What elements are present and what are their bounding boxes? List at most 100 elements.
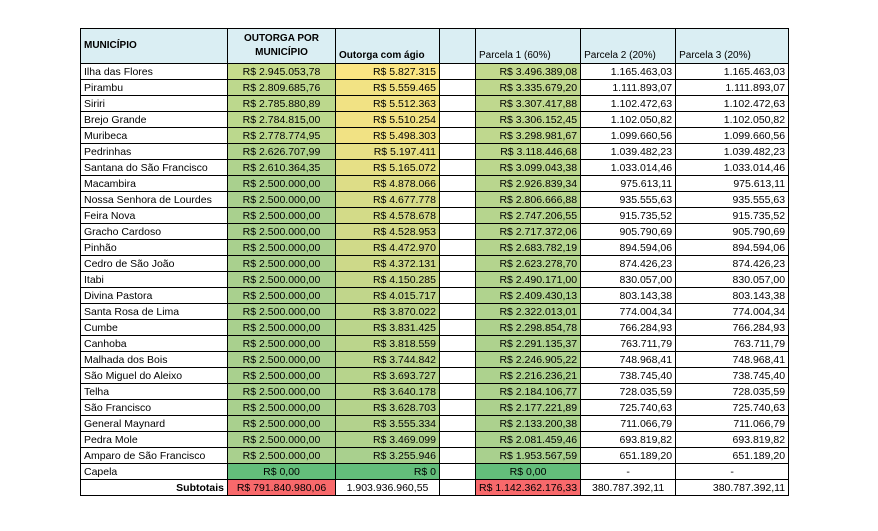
cell: 1.033.014,46: [675, 159, 790, 176]
cell: 830.057,00: [580, 271, 677, 288]
cell: R$ 5.197.411: [335, 143, 440, 160]
header-cell: MUNICÍPIO: [80, 28, 228, 64]
cell: Capela: [80, 463, 228, 480]
header-row: MUNICÍPIO OUTORGA POR MUNICÍPIO Outorga …: [80, 28, 790, 64]
cell: R$ 2.500.000,00: [227, 431, 336, 448]
cell: [439, 191, 476, 208]
cell: Macambira: [80, 175, 228, 192]
cell: R$ 5.512.363: [335, 95, 440, 112]
cell: [439, 79, 476, 96]
cell: Nossa Senhora de Lourdes: [80, 191, 228, 208]
cell: R$ 2.500.000,00: [227, 223, 336, 240]
cell: R$ 2.809.685,76: [227, 79, 336, 96]
cell: R$ 2.500.000,00: [227, 239, 336, 256]
cell: 1.039.482,23: [675, 143, 790, 160]
cell: 1.102.050,82: [580, 111, 677, 128]
cell: R$ 3.335.679,20: [474, 79, 582, 96]
cell: [439, 367, 476, 384]
cell: [439, 207, 476, 224]
data-row: Telha R$ 2.500.000,00 R$ 3.640.178 R$ 2.184…: [80, 383, 790, 400]
cell: R$ 2.298.854,78: [474, 319, 582, 336]
subtotal-row: Subtotais R$ 791.840.980,06 1.903.936.960,…: [80, 479, 790, 496]
cell: [439, 95, 476, 112]
cell: Itabi: [80, 271, 228, 288]
cell: 748.968,41: [675, 351, 790, 368]
cell: R$ 2.784.815,00: [227, 111, 336, 128]
cell: R$ 3.818.559: [335, 335, 440, 352]
cell: [439, 175, 476, 192]
data-row: Gracho Cardoso R$ 2.500.000,00 R$ 4.528.95…: [80, 223, 790, 240]
cell: R$ 3.640.178: [335, 383, 440, 400]
cell: Muribeca: [80, 127, 228, 144]
cell: 1.165.463,03: [580, 63, 677, 80]
cell: 738.745,40: [580, 367, 677, 384]
cell: [439, 127, 476, 144]
cell: R$ 2.747.206,55: [474, 207, 582, 224]
cell: 711.066,79: [580, 415, 677, 432]
cell: 380.787.392,11: [675, 479, 790, 496]
cell: R$ 2.500.000,00: [227, 319, 336, 336]
data-row: General Maynard R$ 2.500.000,00 R$ 3.555.3…: [80, 415, 790, 432]
cell: 803.143,38: [580, 287, 677, 304]
cell: 766.284,93: [580, 319, 677, 336]
cell: 728.035,59: [580, 383, 677, 400]
cell: R$ 2.490.171,00: [474, 271, 582, 288]
cell: R$ 2.683.782,19: [474, 239, 582, 256]
cell: Divina Pastora: [80, 287, 228, 304]
cell: R$ 3.555.334: [335, 415, 440, 432]
cell: 935.555,63: [580, 191, 677, 208]
cell: R$ 2.626.707,99: [227, 143, 336, 160]
cell: 1.111.893,07: [580, 79, 677, 96]
cell: 774.004,34: [675, 303, 790, 320]
cell: R$ 2.945.053,78: [227, 63, 336, 80]
cell: 1.102.472,63: [580, 95, 677, 112]
cell: General Maynard: [80, 415, 228, 432]
cell: 766.284,93: [675, 319, 790, 336]
cell: 763.711,79: [580, 335, 677, 352]
cell: R$ 2.610.364,35: [227, 159, 336, 176]
cell: [439, 303, 476, 320]
cell: R$ 2.500.000,00: [227, 447, 336, 464]
data-row: Itabi R$ 2.500.000,00 R$ 4.150.285 R$ 2.490…: [80, 271, 790, 288]
cell: Santana do São Francisco: [80, 159, 228, 176]
cell: [439, 287, 476, 304]
cell: 874.426,23: [580, 255, 677, 272]
cell: R$ 3.496.389,08: [474, 63, 582, 80]
cell: R$ 2.409.430,13: [474, 287, 582, 304]
cell: R$ 2.184.106,77: [474, 383, 582, 400]
cell: [439, 255, 476, 272]
cell: R$ 2.623.278,70: [474, 255, 582, 272]
cell: R$ 2.500.000,00: [227, 335, 336, 352]
cell: R$ 4.150.285: [335, 271, 440, 288]
data-row: São Miguel do Aleixo R$ 2.500.000,00 R$ 3.…: [80, 367, 790, 384]
data-row: Ilha das Flores R$ 2.945.053,78 R$ 5.827.3…: [80, 63, 790, 80]
cell: 975.613,11: [675, 175, 790, 192]
cell: R$ 2.133.200,38: [474, 415, 582, 432]
cell: R$ 2.500.000,00: [227, 383, 336, 400]
cell: R$ 2.291.135,37: [474, 335, 582, 352]
cell: 651.189,20: [580, 447, 677, 464]
cell: 975.613,11: [580, 175, 677, 192]
cell: R$ 1.953.567,59: [474, 447, 582, 464]
cell: 915.735,52: [675, 207, 790, 224]
cell: [439, 239, 476, 256]
cell: R$ 3.831.425: [335, 319, 440, 336]
cell: R$ 2.785.880,89: [227, 95, 336, 112]
cell: 1.099.660,56: [675, 127, 790, 144]
cell: [439, 335, 476, 352]
cell: R$ 2.500.000,00: [227, 175, 336, 192]
data-row: Brejo Grande R$ 2.784.815,00 R$ 5.510.254 R…: [80, 111, 790, 128]
cell: R$ 3.744.842: [335, 351, 440, 368]
data-row: Macambira R$ 2.500.000,00 R$ 4.878.066 R$ 2…: [80, 175, 790, 192]
cell: São Francisco: [80, 399, 228, 416]
cell: Pinhão: [80, 239, 228, 256]
cell: R$ 3.255.946: [335, 447, 440, 464]
cell: Ilha das Flores: [80, 63, 228, 80]
cell: 693.819,82: [580, 431, 677, 448]
data-row: Siriri R$ 2.785.880,89 R$ 5.512.363 R$ 3.30…: [80, 95, 790, 112]
data-row: Santana do São Francisco R$ 2.610.364,35 R…: [80, 159, 790, 176]
cell: 763.711,79: [675, 335, 790, 352]
cell: [439, 447, 476, 464]
cell: 380.787.392,11: [580, 479, 677, 496]
data-row: Pedrinhas R$ 2.626.707,99 R$ 5.197.411 R$ 3…: [80, 143, 790, 160]
